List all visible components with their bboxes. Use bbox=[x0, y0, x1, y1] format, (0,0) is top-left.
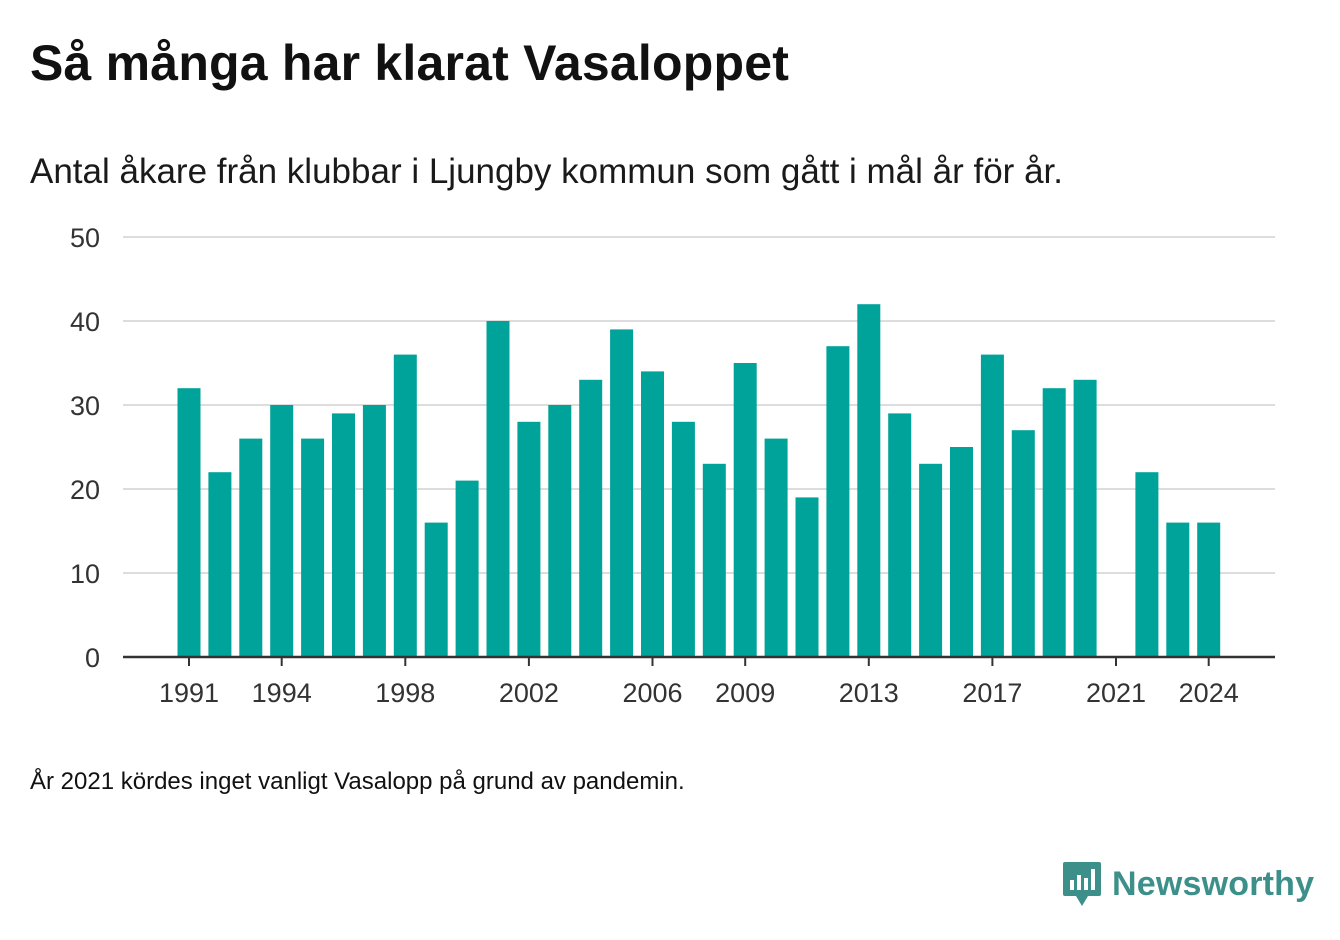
bar bbox=[393, 354, 417, 657]
bar bbox=[641, 371, 664, 657]
bar bbox=[1073, 379, 1097, 657]
bar bbox=[362, 405, 386, 657]
bar bbox=[702, 463, 726, 657]
bar bbox=[332, 413, 355, 657]
bar bbox=[1042, 388, 1066, 657]
bar bbox=[301, 438, 325, 657]
axes: 0 10 20 30 40 50 1991 1994 1998 2002 2006 2009 2013 2… bbox=[70, 223, 1275, 708]
bar bbox=[177, 388, 201, 657]
bar bbox=[1166, 522, 1190, 657]
gridlines bbox=[123, 236, 1275, 574]
x-tick-label: 2013 bbox=[839, 678, 899, 708]
bar bbox=[1135, 472, 1159, 657]
bar bbox=[733, 363, 757, 657]
bar bbox=[610, 329, 634, 657]
footnote: År 2021 kördes inget vanligt Vasalopp på… bbox=[30, 768, 685, 795]
bar bbox=[950, 447, 973, 657]
bar bbox=[764, 438, 788, 657]
chart-subtitle: Antal åkare från klubbar i Ljungby kommu… bbox=[30, 152, 1063, 191]
bar bbox=[455, 480, 479, 657]
bar bbox=[517, 421, 541, 657]
y-tick-label: 20 bbox=[70, 475, 100, 505]
x-tick-label: 1991 bbox=[159, 678, 219, 708]
newsworthy-logo-icon bbox=[1063, 862, 1101, 906]
bar bbox=[980, 354, 1004, 657]
bar bbox=[424, 522, 448, 657]
bar bbox=[548, 405, 572, 657]
bar bbox=[857, 304, 881, 657]
bar bbox=[795, 497, 819, 657]
bar bbox=[239, 438, 263, 657]
bar bbox=[1197, 522, 1221, 657]
brand-name: Newsworthy bbox=[1112, 864, 1315, 903]
y-tick-label: 30 bbox=[70, 391, 100, 421]
bar bbox=[919, 463, 943, 657]
x-tick-label: 2024 bbox=[1179, 678, 1239, 708]
bar bbox=[270, 405, 294, 657]
brand-logo: Newsworthy bbox=[1062, 860, 1314, 908]
x-tick-label: 2009 bbox=[715, 678, 775, 708]
bar bbox=[888, 413, 912, 657]
bar bbox=[208, 472, 232, 657]
x-tick-label: 1998 bbox=[375, 678, 435, 708]
bar bbox=[826, 346, 850, 657]
y-tick-label: 40 bbox=[70, 307, 100, 337]
bar bbox=[1011, 430, 1035, 657]
x-tick-label: 1994 bbox=[252, 678, 312, 708]
bar-chart: 0 10 20 30 40 50 1991 1994 1998 2002 2006 2009 2013 2… bbox=[70, 223, 1275, 708]
x-tick-label: 2017 bbox=[962, 678, 1022, 708]
chart-title: Så många har klarat Vasaloppet bbox=[30, 35, 790, 91]
bars bbox=[177, 304, 1221, 657]
x-tick-label: 2021 bbox=[1086, 678, 1146, 708]
bar bbox=[579, 379, 603, 657]
y-tick-label: 10 bbox=[70, 559, 100, 589]
y-tick-label: 0 bbox=[85, 643, 100, 673]
bar bbox=[671, 421, 695, 657]
y-tick-label: 50 bbox=[70, 223, 100, 253]
x-tick-label: 2002 bbox=[499, 678, 559, 708]
x-tick-label: 2006 bbox=[622, 678, 682, 708]
bar bbox=[486, 321, 510, 657]
